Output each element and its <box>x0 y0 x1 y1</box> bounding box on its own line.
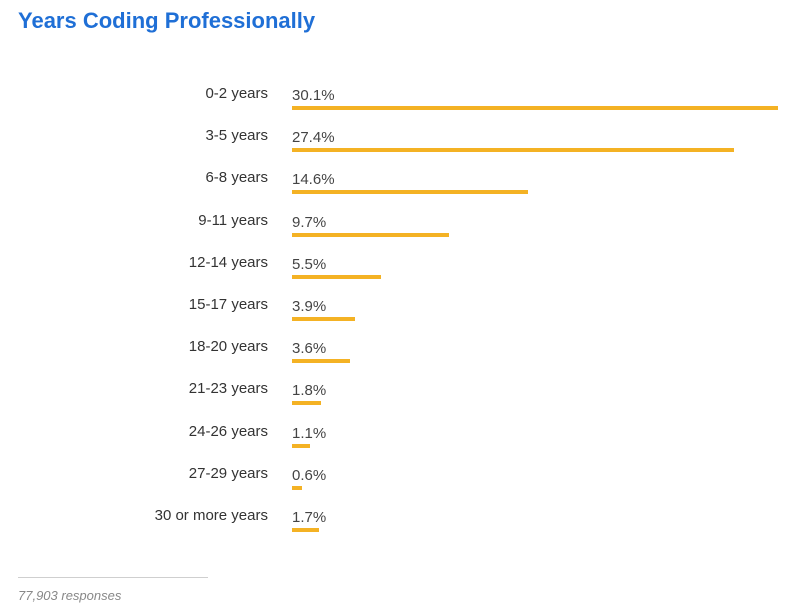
value-label: 1.7% <box>292 509 327 526</box>
category-label: 15-17 years <box>188 296 268 313</box>
bar <box>292 232 449 237</box>
value-label: 0.6% <box>292 466 327 484</box>
category-label: 18-20 years <box>188 338 268 356</box>
value-label: 9.7% <box>292 213 327 231</box>
bar <box>292 401 321 406</box>
value-label: 3.9% <box>292 298 327 315</box>
bar <box>292 106 778 110</box>
chart-title: Years Coding Professionally <box>18 8 316 33</box>
category-label: 27-29 years <box>188 464 268 482</box>
value-label: 14.6% <box>292 171 335 189</box>
value-label: 30.1% <box>292 87 335 104</box>
bar <box>292 443 310 448</box>
bar-row: 0-2 years 30.1% <box>0 75 800 117</box>
value-label: 1.1% <box>292 424 327 442</box>
bar <box>292 190 528 195</box>
category-label: 3-5 years <box>205 127 268 145</box>
bar <box>292 528 319 532</box>
category-label: 0-2 years <box>205 85 268 102</box>
bar-row: 3-5 years 27.4% <box>0 117 800 159</box>
category-label: 21-23 years <box>188 380 268 398</box>
bar <box>292 148 734 153</box>
category-label: 24-26 years <box>188 422 268 440</box>
bar-row: 12-14 years 5.5% <box>0 244 800 286</box>
category-label: 6-8 years <box>205 169 268 187</box>
bar-row: 15-17 years 3.9% <box>0 286 800 328</box>
bar <box>292 485 302 490</box>
category-label: 9-11 years <box>198 211 268 229</box>
bar-row: 27-29 years 0.6% <box>0 455 800 497</box>
bar-row: 9-11 years 9.7% <box>0 202 800 244</box>
bar-chart: 0-2 years 30.1% 3-5 years 27.4% 6-8 years 14.… <box>0 75 800 545</box>
value-label: 5.5% <box>292 255 327 273</box>
bar <box>292 274 381 279</box>
footnote-divider <box>18 577 208 578</box>
bar-row: 21-23 years 1.8% <box>0 370 800 412</box>
bar <box>292 359 350 364</box>
value-label: 27.4% <box>292 129 335 147</box>
bar <box>292 317 355 321</box>
category-label: 30 or more years <box>154 507 268 524</box>
bar-row: 24-26 years 1.1% <box>0 413 800 455</box>
category-label: 12-14 years <box>188 253 268 271</box>
bar-row: 30 or more years 1.7% <box>0 497 800 539</box>
bar-row: 6-8 years 14.6% <box>0 159 800 201</box>
value-label: 3.6% <box>292 340 327 358</box>
response-count: 77,903 responses <box>18 588 122 603</box>
value-label: 1.8% <box>292 382 327 400</box>
bar-row: 18-20 years 3.6% <box>0 328 800 370</box>
